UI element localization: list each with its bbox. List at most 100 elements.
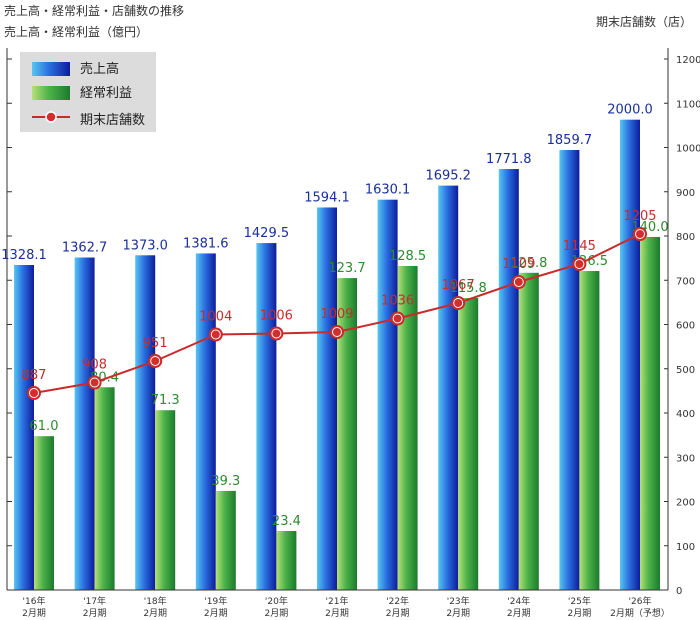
stores-marker (30, 389, 38, 397)
stores-marker (333, 328, 341, 336)
sales-bar (559, 150, 580, 590)
legend-label: 期末店舗数 (80, 113, 145, 128)
profit-bar (34, 436, 54, 590)
profit-data-label: 115.8 (450, 281, 487, 296)
x-tick-label-year: '18年 (144, 595, 167, 607)
profit-data-label: 125.8 (510, 256, 547, 271)
sales-data-label: 1859.7 (547, 133, 593, 148)
sales-bar (195, 253, 216, 590)
right-tick-label: 400 (676, 409, 695, 420)
legend-swatch-profit (32, 86, 70, 100)
profit-data-label: 39.3 (211, 474, 240, 489)
profit-data-label: 123.7 (328, 261, 365, 276)
stores-data-label: 1009 (320, 307, 353, 322)
x-tick-label-year: '19年 (204, 595, 227, 607)
stores-marker (575, 260, 584, 268)
sales-bar (14, 265, 34, 590)
sales-data-label: 1381.6 (183, 236, 229, 251)
right-tick-label: 0 (676, 586, 682, 597)
stores-marker (151, 357, 160, 365)
profit-bar (337, 278, 357, 590)
right-tick-label: 300 (676, 453, 695, 464)
right-tick-label: 600 (676, 321, 695, 332)
x-tick-label-year: '25年 (568, 595, 591, 607)
right-tick-label: 1000 (676, 144, 700, 155)
profit-data-label: 61.0 (30, 419, 59, 434)
stores-data-label: 908 (82, 358, 107, 373)
x-tick-label-year: '24年 (507, 595, 530, 607)
profit-data-label: 128.5 (389, 249, 426, 264)
profit-bar (640, 236, 660, 590)
legend-swatch-sales (32, 62, 70, 76)
stores-data-label: 887 (22, 368, 47, 383)
stores-marker (393, 314, 402, 323)
x-tick-label-period: 2月期 (386, 608, 410, 619)
stores-data-label: 1109 (502, 257, 535, 272)
x-tick-label-year: '21年 (326, 595, 349, 607)
profit-bar (155, 410, 176, 590)
stores-data-label: 1145 (563, 239, 596, 254)
sales-data-label: 1429.5 (244, 226, 290, 241)
x-tick-label-year: '22年 (386, 595, 409, 607)
x-tick-label-period: 2月期 (325, 608, 349, 619)
stores-data-label: 1205 (623, 209, 656, 224)
right-tick-label: 700 (676, 276, 695, 287)
x-tick-label-period: 2月期 (507, 608, 531, 619)
profit-bar (94, 387, 115, 590)
legend-label: 経常利益 (80, 86, 132, 101)
stores-marker (272, 329, 281, 338)
chart-title: 売上高・経常利益・店舗数の推移 (4, 4, 185, 18)
stores-data-label: 1036 (381, 294, 414, 309)
profit-bar (579, 271, 600, 590)
sales-data-label: 1630.1 (365, 183, 411, 198)
x-tick-label-year: '17年 (83, 595, 106, 607)
right-tick-label: 900 (676, 188, 695, 199)
profit-bar (276, 530, 297, 590)
sales-data-label: 1771.8 (486, 152, 532, 167)
right-tick-label: 100 (676, 542, 695, 553)
x-tick-label-year: '26年 (629, 595, 652, 607)
x-tick-label-period: 2月期 (204, 608, 228, 619)
sales-bar (498, 169, 519, 591)
stores-data-label: 951 (143, 336, 168, 351)
sales-data-label: 2000.0 (607, 103, 653, 118)
profit-bar (215, 490, 236, 590)
stores-marker (454, 299, 463, 307)
x-tick-label-period: 2月期 (265, 608, 289, 619)
x-tick-label-year: '23年 (447, 595, 470, 607)
sales-bar (74, 257, 95, 590)
right-tick-label: 1200 (676, 55, 700, 66)
right-axis-label: 期末店舗数（店） (595, 15, 692, 29)
profit-data-label: 71.3 (151, 393, 180, 408)
x-tick-label-year: '20年 (265, 595, 288, 607)
right-tick-label: 800 (676, 232, 695, 243)
right-tick-label: 200 (676, 498, 695, 509)
x-tick-label-period: 2月期 (446, 608, 470, 619)
profit-bar (397, 265, 418, 590)
profit-data-label: 23.4 (272, 514, 301, 529)
stores-data-label: 1004 (199, 310, 232, 325)
x-tick-label-year: '16年 (23, 595, 46, 607)
stores-marker (636, 230, 644, 238)
sales-data-label: 1373.0 (122, 238, 168, 253)
right-tick-label: 500 (676, 365, 695, 376)
x-tick-label-period: 2月期 (568, 608, 592, 619)
right-tick-label: 1100 (676, 99, 700, 110)
sales-bar (135, 255, 156, 591)
stores-marker (90, 378, 99, 387)
sales-bar (377, 199, 398, 591)
sales-bar (317, 207, 337, 590)
x-tick-label-period: 2月期 (143, 608, 167, 619)
stores-marker (514, 278, 523, 286)
sales-bar (256, 243, 277, 590)
sales-data-label: 1695.2 (425, 169, 471, 184)
stores-marker (211, 330, 220, 339)
stores-data-label: 1006 (260, 309, 293, 324)
sales-data-label: 1594.1 (304, 190, 350, 205)
sales-data-label: 1362.7 (62, 241, 108, 256)
legend-swatch-stores-marker (45, 111, 57, 123)
stores-data-label: 1067 (442, 278, 475, 293)
sales-data-label: 1328.1 (1, 248, 47, 263)
sales-bar (620, 119, 640, 590)
x-tick-label-period: 2月期 (83, 608, 107, 619)
